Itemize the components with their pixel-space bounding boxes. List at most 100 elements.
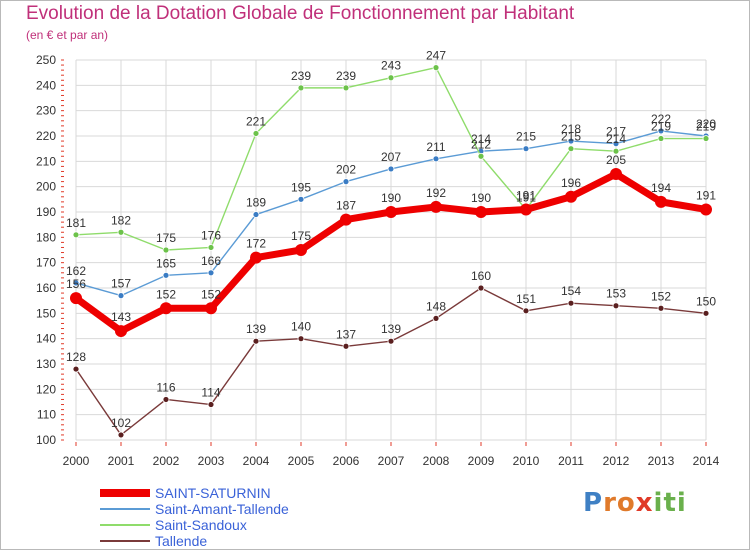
data-label: 152: [201, 287, 221, 301]
data-label: 191: [516, 188, 536, 202]
proxiti-logo: Proxiti: [583, 488, 687, 518]
data-point: [610, 168, 622, 180]
x-tick-label: 2002: [153, 454, 180, 468]
data-point: [295, 244, 307, 256]
data-point: [340, 213, 352, 226]
y-tick-label: 170: [36, 256, 56, 270]
data-point: [612, 302, 620, 310]
x-tick-label: 2004: [243, 454, 270, 468]
data-point: [430, 200, 442, 213]
x-tick-label: 2009: [468, 454, 495, 468]
logo-letter: i: [653, 488, 664, 518]
data-point: [522, 145, 530, 153]
data-label: 247: [426, 49, 446, 63]
data-label: 102: [111, 416, 131, 430]
data-label: 187: [336, 199, 356, 213]
data-label: 192: [426, 186, 446, 200]
y-tick-label: 240: [36, 78, 56, 92]
data-label: 219: [651, 120, 671, 134]
data-point: [252, 211, 260, 218]
data-label: 139: [246, 322, 266, 336]
data-point: [657, 135, 665, 142]
logo-letter: P: [583, 488, 604, 518]
data-point: [297, 335, 305, 343]
data-point: [657, 304, 665, 312]
data-label: 165: [156, 256, 176, 270]
data-point: [250, 251, 262, 264]
data-label: 194: [651, 181, 671, 195]
data-label: 166: [201, 254, 221, 268]
y-tick-label: 100: [36, 433, 56, 447]
data-point: [117, 228, 125, 236]
logo-letter: o: [616, 488, 636, 518]
y-tick-label: 120: [36, 382, 56, 396]
data-point: [477, 152, 485, 160]
y-tick-label: 150: [36, 306, 56, 320]
data-point: [205, 302, 217, 315]
data-point: [432, 64, 440, 71]
data-label: 181: [66, 216, 86, 230]
legend-swatch: [100, 508, 150, 510]
legend-item: Saint-Amant-Tallende: [100, 501, 289, 517]
data-label: 128: [66, 350, 86, 364]
legend-item: Tallende: [100, 533, 207, 549]
data-label: 211: [426, 140, 445, 154]
data-label: 215: [561, 130, 581, 144]
logo-letter: x: [635, 488, 654, 518]
data-point: [117, 431, 125, 439]
data-point: [567, 145, 575, 153]
data-point: [252, 337, 260, 345]
data-label: 137: [336, 327, 356, 341]
x-tick-label: 2007: [378, 454, 405, 468]
data-label: 222: [651, 112, 671, 126]
chart-subtitle: (en € et par an): [26, 28, 109, 42]
data-label: 172: [246, 237, 266, 251]
data-point: [387, 337, 395, 345]
x-tick-label: 2013: [648, 454, 675, 468]
data-label: 153: [606, 287, 626, 301]
legend-swatch: [100, 524, 150, 526]
data-label: 189: [246, 196, 266, 210]
data-point: [567, 137, 575, 145]
y-tick-label: 140: [36, 332, 56, 346]
legend-swatch: [100, 540, 150, 542]
data-label: 221: [246, 114, 266, 128]
data-point: [342, 342, 350, 350]
data-label: 239: [291, 69, 311, 83]
y-tick-label: 130: [36, 357, 56, 371]
logo-letter: r: [603, 488, 617, 518]
y-tick-label: 110: [37, 408, 56, 422]
data-label: 205: [606, 153, 626, 167]
data-point: [475, 206, 487, 218]
data-point: [72, 279, 80, 287]
y-tick-label: 230: [36, 104, 56, 118]
data-label: 196: [561, 176, 581, 190]
data-point: [387, 165, 395, 173]
legend-label: Tallende: [155, 533, 208, 549]
logo-letter: t: [663, 488, 677, 518]
x-tick-label: 2003: [198, 454, 225, 468]
x-tick-label: 2014: [693, 454, 720, 468]
data-point: [117, 292, 125, 300]
data-point: [297, 84, 305, 92]
x-tick-label: 2005: [288, 454, 315, 468]
data-label: 150: [696, 294, 716, 308]
data-label: 140: [291, 320, 311, 334]
y-tick-label: 160: [36, 281, 56, 295]
data-label: 215: [516, 130, 536, 144]
data-label: 191: [516, 190, 536, 204]
data-point: [385, 206, 397, 218]
data-label: 148: [426, 299, 446, 313]
y-tick-label: 220: [36, 129, 56, 143]
data-label: 190: [381, 191, 401, 205]
data-point: [657, 127, 665, 135]
data-label: 156: [66, 277, 86, 291]
data-point: [565, 190, 577, 203]
data-label: 239: [336, 69, 356, 83]
y-tick-label: 180: [36, 230, 56, 244]
data-label: 154: [561, 284, 581, 298]
data-label: 219: [696, 120, 716, 134]
data-label: 207: [381, 150, 401, 164]
